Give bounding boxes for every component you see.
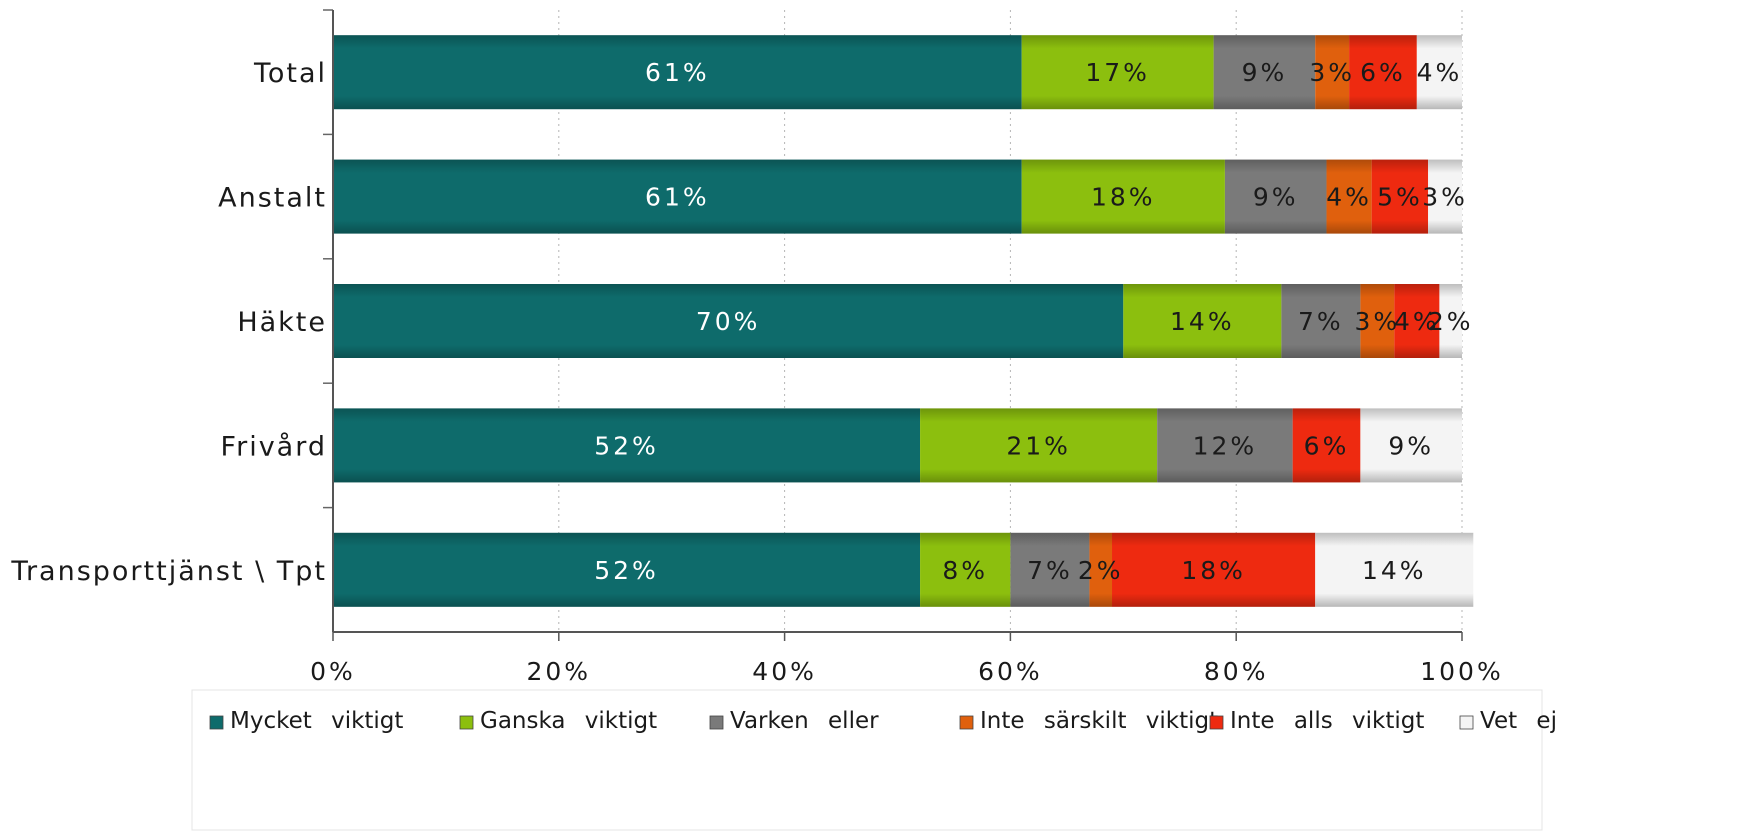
data-label: 21% [1006,431,1071,460]
bar-segment-shade [1213,35,1316,110]
x-tick-label: 40% [752,657,817,686]
legend-swatch [1459,715,1474,730]
data-label: 4% [1394,307,1440,336]
bar-segment-shade [1315,35,1350,110]
legend-swatch [959,715,974,730]
data-label: 3% [1309,58,1355,87]
data-label: 17% [1085,58,1150,87]
bar-segment-shade [1281,284,1361,358]
data-label: 61% [645,58,710,87]
bar-segment-shade [333,159,1022,234]
bar-segment-shade [1371,159,1429,234]
bar-segment-shade [920,532,1011,607]
legend-box [191,689,1543,831]
legend-label: Ganska viktigt [480,708,657,734]
bar-segment-shade [1021,35,1214,110]
bar-segment-shade [1315,532,1474,607]
data-label: 9% [1253,183,1299,212]
data-label: 5% [1377,183,1423,212]
data-label: 6% [1304,431,1350,460]
x-tick-label: 20% [527,657,592,686]
bar-segment-shade [1089,532,1113,607]
bar-segment-shade [1292,408,1361,483]
bar-segment-shade [1349,35,1417,110]
bar-segment-shade [1010,532,1090,607]
legend-swatch [459,715,474,730]
bars-layer [333,35,1474,607]
data-label: 3% [1422,183,1468,212]
bar-segment-shade [333,284,1124,358]
category-label: Anstalt [218,183,327,214]
x-tick-label: 60% [978,657,1043,686]
bar-segment-shade [1360,284,1395,358]
category-label: Transporttjänst \ Tpt [10,556,327,587]
bar-segment-shade [1394,284,1440,358]
legend: Mycket viktigt Ganska viktigt Varken eller… [191,689,1557,831]
data-label: 12% [1193,431,1258,460]
data-label: 7% [1298,307,1344,336]
data-label: 4% [1326,183,1372,212]
data-label: 8% [942,556,988,585]
bar-segment-shade [1326,159,1372,234]
data-label: 7% [1027,556,1073,585]
bar-segment-shade [1439,284,1462,358]
x-tick-label: 80% [1204,657,1269,686]
legend-label: Varken eller [730,708,879,734]
data-label: 18% [1181,556,1246,585]
legend-label: Vet ej [1480,708,1557,734]
data-label: 9% [1388,431,1434,460]
legend-label: Mycket viktigt [230,708,403,734]
data-label: 3% [1354,307,1400,336]
bar-segment-shade [920,408,1158,483]
x-tick-label: 100% [1420,657,1503,686]
x-tick-label: 0% [310,657,356,686]
legend-swatch [209,715,224,730]
data-label: 9% [1242,58,1288,87]
bar-segment-shade [1224,159,1327,234]
data-label: 4% [1417,58,1463,87]
legend-swatch [1209,715,1224,730]
category-label: Total [253,58,327,89]
data-label: 14% [1362,556,1427,585]
grid-layer [558,10,1463,632]
legend-label: Inte alls viktigt [1230,708,1424,734]
legend-label: Inte särskilt viktigt [980,708,1218,734]
data-label: 6% [1360,58,1406,87]
legend-swatch [709,715,724,730]
axes-layer [323,9,1463,641]
data-label: 61% [645,183,710,212]
bar-segment-shade [333,408,921,483]
data-label: 70% [696,307,761,336]
data-label: 2% [1078,556,1124,585]
bar-segment-shade [1360,408,1462,483]
bar-segment-shade [1157,408,1293,483]
bar-segment-shade [1021,159,1225,234]
data-label: 18% [1091,183,1156,212]
category-label: Frivård [221,431,327,462]
category-label: Häkte [237,307,327,338]
bar-segment-shade [1428,159,1462,234]
bar-segment-shade [1112,532,1316,607]
data-label: 14% [1170,307,1235,336]
bar-segment-shade [1123,284,1282,358]
bar-segment-shade [1416,35,1462,110]
bar-segment-shade [333,532,921,607]
data-label: 52% [594,556,659,585]
bar-segment-shade [333,35,1022,110]
data-label: 52% [594,431,659,460]
data-label: 2% [1428,307,1474,336]
